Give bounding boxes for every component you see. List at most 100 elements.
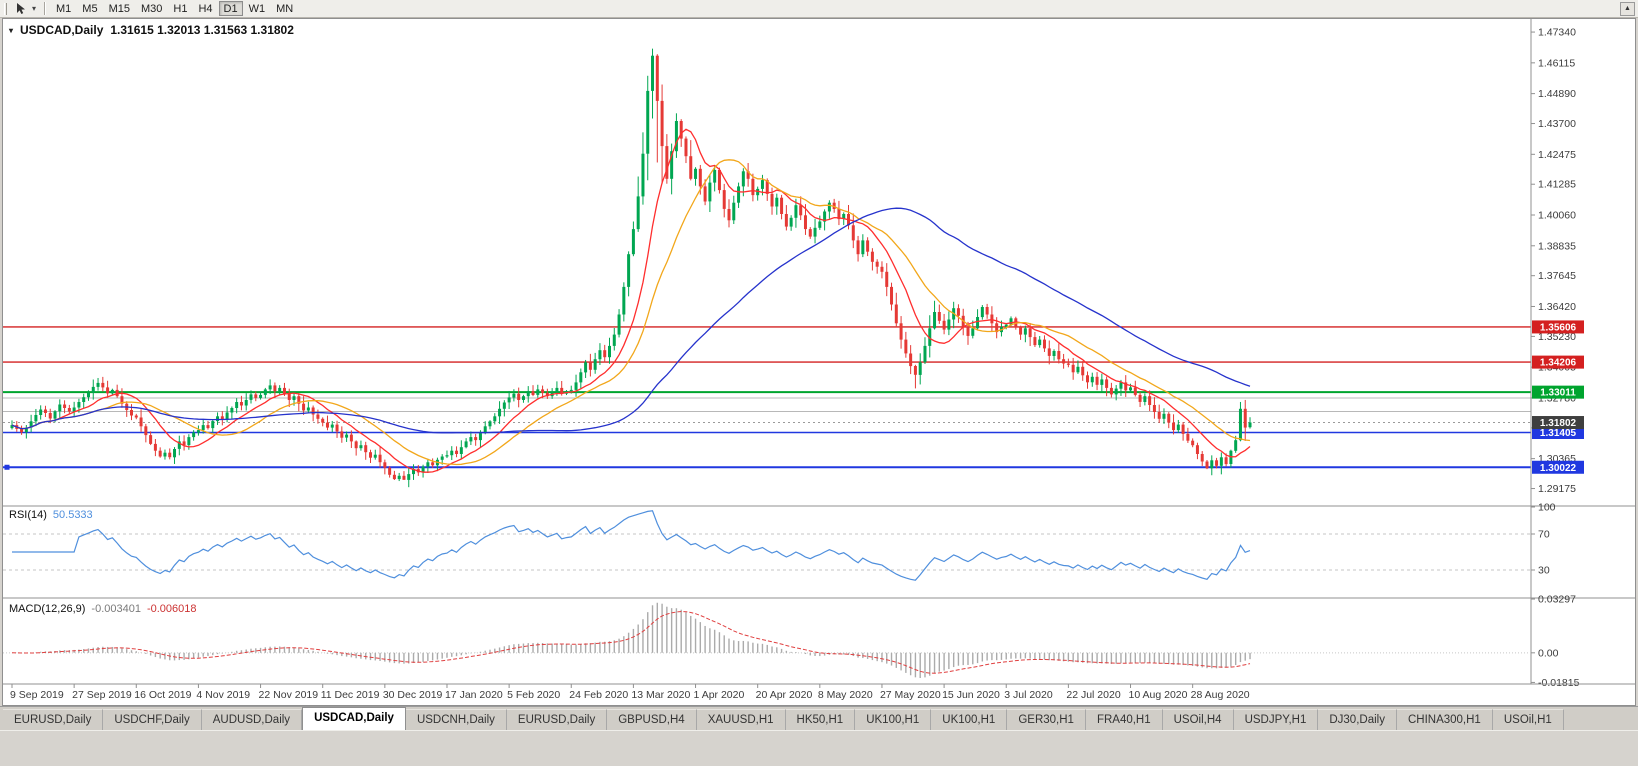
macd-signal-line [11,610,1251,674]
gray-lines-layer [3,397,1531,413]
svg-text:20 Apr 2020: 20 Apr 2020 [756,689,813,701]
level-handle[interactable] [4,464,10,470]
cursor-tool-button[interactable] [12,1,29,16]
svg-text:1.31802: 1.31802 [1540,418,1577,429]
svg-text:30 Dec 2019: 30 Dec 2019 [383,689,443,701]
svg-text:1.35230: 1.35230 [1538,331,1576,343]
svg-text:1.38835: 1.38835 [1538,240,1576,252]
svg-text:22 Jul 2020: 22 Jul 2020 [1066,689,1120,701]
svg-text:1.44890: 1.44890 [1538,88,1576,100]
chart-tab-usoil-h4[interactable]: USOil,H4 [1162,709,1234,730]
svg-text:24 Feb 2020: 24 Feb 2020 [569,689,628,701]
svg-text:22 Nov 2019: 22 Nov 2019 [259,689,319,701]
tf-button-m5[interactable]: M5 [77,1,102,16]
svg-text:100: 100 [1538,502,1556,514]
svg-text:28 Aug 2020: 28 Aug 2020 [1191,689,1250,701]
svg-text:30: 30 [1538,565,1550,577]
timeframe-button-group: M1 M5 M15 M30 H1 H4 D1 W1 MN [51,1,298,16]
ma-10-line [11,128,1251,473]
chart-tab-ger30-h1[interactable]: GER30,H1 [1007,709,1086,730]
chart-tab-hk50-h1[interactable]: HK50,H1 [785,709,856,730]
chart-tab-audusd-daily[interactable]: AUDUSD,Daily [201,709,303,730]
cursor-arrow-icon [17,3,25,14]
svg-text:1.35606: 1.35606 [1540,322,1577,333]
svg-text:0.00: 0.00 [1538,647,1559,659]
level-price-tag: 1.30022 [1532,460,1584,474]
rsi-line [12,510,1251,581]
chart-tab-usdjpy-h1[interactable]: USDJPY,H1 [1233,709,1319,730]
svg-text:1.43700: 1.43700 [1538,118,1576,130]
svg-text:27 May 2020: 27 May 2020 [880,689,941,701]
svg-text:1.37645: 1.37645 [1538,270,1576,282]
tf-button-d1[interactable]: D1 [218,1,243,16]
moving-averages-layer [11,128,1251,473]
chart-window: 1.47340 1.46115 1.44890 1.43700 1.42475 1.412… [2,18,1636,706]
chart-tab-uk100-h1[interactable]: UK100,H1 [855,709,932,730]
svg-text:1.46115: 1.46115 [1538,57,1575,69]
svg-text:27 Sep 2019: 27 Sep 2019 [72,689,132,701]
level-price-tag: 1.33011 [1532,385,1584,399]
tf-button-m1[interactable]: M1 [51,1,76,16]
date-axis[interactable]: 9 Sep 2019 27 Sep 2019 16 Oct 2019 4 Nov 20… [3,683,1635,701]
svg-text:15 Jun 2020: 15 Jun 2020 [942,689,1000,701]
svg-text:17 Jan 2020: 17 Jan 2020 [445,689,503,701]
chart-tab-eurusd-daily[interactable]: EURUSD,Daily [506,709,608,730]
candlestick-series [10,48,1252,488]
chart-tab-usdcad-daily[interactable]: USDCAD,Daily [302,707,406,730]
svg-text:70: 70 [1538,529,1550,541]
chart-tab-usoil-h1[interactable]: USOil,H1 [1492,709,1564,730]
toolbar-dropdown-icon[interactable]: ▾ [32,4,37,13]
chart-tab-eurusd-daily[interactable]: EURUSD,Daily [3,709,104,730]
chart-tabs-bar: EURUSD,Daily USDCHF,Daily AUDUSD,Daily USDC… [0,706,1638,730]
chart-tab-fra40-h1[interactable]: FRA40,H1 [1085,709,1163,730]
svg-text:1.31405: 1.31405 [1540,428,1577,439]
tf-button-h1[interactable]: H1 [168,1,192,16]
chart-tab-china300-h1[interactable]: CHINA300,H1 [1396,709,1493,730]
chart-tab-uk100-h1[interactable]: UK100,H1 [931,709,1008,730]
svg-text:1.29175: 1.29175 [1538,483,1576,495]
chart-tab-usdchf-daily[interactable]: USDCHF,Daily [103,709,202,730]
current-price-tag: 1.31802 [1532,416,1584,430]
level-price-tag: 1.34206 [1532,355,1584,369]
svg-text:9 Sep 2019: 9 Sep 2019 [10,689,64,701]
svg-text:1 Apr 2020: 1 Apr 2020 [694,689,745,701]
svg-text:16 Oct 2019: 16 Oct 2019 [134,689,191,701]
ma-60-line [11,207,1251,434]
price-chart-canvas[interactable]: 1.47340 1.46115 1.44890 1.43700 1.42475 1.412… [3,19,1635,705]
svg-text:3 Jul 2020: 3 Jul 2020 [1004,689,1053,701]
top-toolbar: ▾ M1 M5 M15 M30 H1 H4 D1 W1 MN ▲ [0,0,1638,18]
svg-text:10 Aug 2020: 10 Aug 2020 [1129,689,1188,701]
svg-text:1.42475: 1.42475 [1538,149,1576,161]
chart-tab-xauusd-h1[interactable]: XAUUSD,H1 [696,709,786,730]
svg-text:1.30022: 1.30022 [1540,463,1577,474]
svg-text:0.03297: 0.03297 [1538,594,1576,606]
tf-button-m30[interactable]: M30 [136,1,167,16]
svg-text:1.34206: 1.34206 [1540,358,1577,369]
rsi-panel: 100 70 30 [3,502,1635,581]
svg-text:1.40060: 1.40060 [1538,210,1576,222]
toolbar-separator [44,2,46,15]
tf-button-w1[interactable]: W1 [244,1,271,16]
macd-panel: 0.03297 0.00 -0.01815 [3,594,1635,689]
svg-text:8 May 2020: 8 May 2020 [818,689,873,701]
ma-20-line [11,159,1251,466]
tf-button-mn[interactable]: MN [271,1,298,16]
chart-tab-usdcnh-daily[interactable]: USDCNH,Daily [405,709,507,730]
svg-text:11 Dec 2019: 11 Dec 2019 [321,689,380,701]
svg-text:1.36420: 1.36420 [1538,301,1576,313]
tf-button-m15[interactable]: M15 [104,1,135,16]
status-area [0,730,1638,766]
level-price-tag: 1.35606 [1532,320,1584,334]
toolbar-grip[interactable] [4,2,7,15]
level-price-tag: 1.31405 [1532,426,1584,440]
chart-tab-gbpusd-h4[interactable]: GBPUSD,H4 [607,709,697,730]
svg-text:4 Nov 2019: 4 Nov 2019 [196,689,250,701]
tf-button-h4[interactable]: H4 [193,1,217,16]
svg-text:1.47340: 1.47340 [1538,27,1576,39]
chart-tab-dj30-daily[interactable]: DJ30,Daily [1318,709,1397,730]
levels-layer [3,326,1531,470]
svg-text:13 Mar 2020: 13 Mar 2020 [631,689,690,701]
svg-text:1.33011: 1.33011 [1540,388,1576,399]
scroll-up-button[interactable]: ▲ [1620,1,1635,16]
